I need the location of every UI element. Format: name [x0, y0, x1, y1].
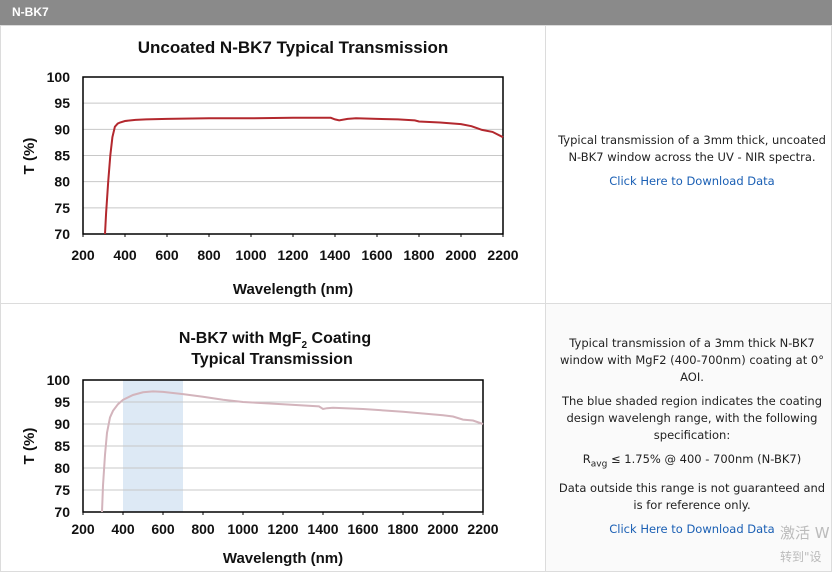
description-text: Typical transmission of a 3mm thick, unc…	[558, 133, 826, 164]
download-link[interactable]: Click Here to Download Data	[609, 174, 775, 188]
description-text: Data outside this range is not guarantee…	[558, 481, 826, 513]
y-tick-label: 70	[54, 504, 70, 520]
x-tick-label: 200	[71, 521, 95, 537]
download-link[interactable]: Click Here to Download Data	[609, 522, 775, 537]
x-axis-label: Wavelength (nm)	[233, 281, 353, 298]
y-tick-label: 95	[54, 95, 70, 111]
x-tick-label: 1000	[235, 247, 266, 263]
y-tick-label: 95	[54, 394, 70, 410]
x-tick-label: 800	[197, 247, 221, 263]
plot-frame	[82, 379, 484, 513]
y-tick-label: 85	[54, 148, 70, 164]
x-tick-label: 1800	[403, 247, 434, 263]
x-tick-label: 2200	[487, 247, 518, 263]
x-tick-label: 1600	[361, 247, 392, 263]
y-tick-label: 85	[54, 438, 70, 454]
y-tick-label: 90	[54, 121, 70, 137]
x-tick-label: 1400	[319, 247, 350, 263]
x-tick-label: 400	[113, 247, 137, 263]
chart-title: Uncoated N-BK7 Typical Transmission	[138, 38, 448, 57]
watermark: 转到"设	[780, 550, 822, 564]
watermark: 激活 W	[780, 524, 830, 542]
plot-frame	[82, 76, 504, 235]
y-tick-label: 75	[54, 482, 70, 498]
x-tick-label: 1800	[387, 521, 418, 537]
x-tick-label: 800	[191, 521, 215, 537]
section-header: N-BK7	[0, 0, 832, 25]
description: Typical transmission of a 3mm thick, unc…	[556, 132, 828, 197]
x-tick-label: 1400	[307, 521, 338, 537]
x-tick-label: 400	[111, 521, 135, 537]
x-tick-label: 1600	[347, 521, 378, 537]
x-tick-label: 2000	[427, 521, 458, 537]
description-text: The blue shaded region indicates the coa…	[561, 394, 823, 442]
x-tick-label: 600	[155, 247, 179, 263]
x-axis-label: Wavelength (nm)	[223, 550, 343, 567]
spec-text: ≤ 1.75% @ 400 - 700nm (N-BK7)	[607, 452, 802, 466]
transmission-line	[101, 390, 484, 513]
y-tick-label: 80	[54, 174, 70, 190]
x-tick-label: 1200	[267, 521, 298, 537]
y-tick-label: 100	[47, 69, 71, 85]
description: Typical transmission of a 3mm thick N-BK…	[556, 335, 828, 545]
x-tick-label: 1000	[227, 521, 258, 537]
y-tick-label: 80	[54, 460, 70, 476]
title-part: N-BK7 with MgF	[179, 330, 302, 347]
chart-title: Typical Transmission	[191, 351, 353, 368]
transmission-line	[104, 116, 504, 235]
x-tick-label: 200	[71, 247, 95, 263]
spec-subscript: avg	[590, 459, 608, 470]
x-tick-label: 2000	[445, 247, 476, 263]
title-subscript: 2	[302, 340, 308, 351]
title-part: Coating	[307, 330, 371, 347]
y-axis-label: T (%)	[21, 428, 38, 465]
x-tick-label: 2200	[467, 521, 498, 537]
x-tick-label: 600	[151, 521, 175, 537]
spec-text: R	[582, 452, 591, 466]
y-axis-label: T (%)	[21, 138, 38, 175]
specification: Ravg ≤ 1.75% @ 400 - 700nm (N-BK7)	[556, 451, 828, 473]
description-text: Typical transmission of a 3mm thick N-BK…	[560, 336, 824, 384]
y-tick-label: 75	[54, 200, 70, 216]
x-tick-label: 1200	[277, 247, 308, 263]
chart-title: N-BK7 with MgF2 Coating	[179, 330, 371, 351]
charts: Uncoated N-BK7 Typical Transmission N-BK…	[21, 38, 519, 567]
y-tick-label: 70	[54, 226, 70, 242]
y-tick-label: 90	[54, 416, 70, 432]
y-tick-label: 100	[47, 372, 71, 388]
